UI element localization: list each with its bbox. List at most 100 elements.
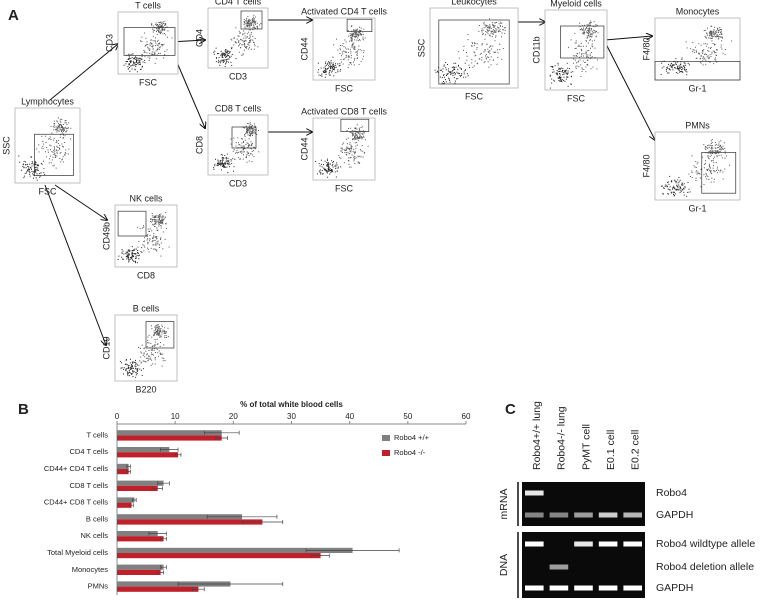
event-dot [355, 152, 356, 153]
event-dot [153, 355, 154, 356]
event-dot [588, 30, 589, 31]
event-dot [592, 56, 593, 57]
event-dot [356, 36, 357, 37]
panel-label: C [505, 401, 516, 418]
event-dot [157, 49, 158, 50]
event-dot [665, 185, 666, 186]
event-dot [355, 37, 356, 38]
event-dot [574, 33, 575, 34]
event-dot [132, 253, 133, 254]
event-dot [706, 46, 707, 47]
event-dot [67, 124, 68, 125]
event-dot [588, 33, 589, 34]
event-dot [707, 56, 708, 57]
event-dot [696, 172, 697, 173]
event-dot [159, 32, 160, 33]
event-dot [572, 71, 573, 72]
event-dot [566, 79, 567, 80]
event-dot [686, 74, 687, 75]
event-dot [578, 66, 579, 67]
event-dot [716, 162, 717, 163]
event-dot [156, 58, 157, 59]
panel-label: A [8, 7, 19, 24]
event-dot [130, 368, 131, 369]
event-dot [484, 27, 485, 28]
event-dot [445, 62, 446, 63]
event-dot [474, 45, 475, 46]
event-dot [705, 43, 706, 44]
event-dot [587, 50, 588, 51]
event-dot [35, 162, 36, 163]
event-dot [351, 38, 352, 39]
event-dot [675, 189, 676, 190]
event-dot [224, 59, 225, 60]
event-dot [335, 171, 336, 172]
event-dot [702, 51, 703, 52]
event-dot [136, 62, 137, 63]
event-dot [349, 148, 350, 149]
event-dot [710, 30, 711, 31]
event-dot [248, 21, 249, 22]
event-dot [141, 37, 142, 38]
event-dot [357, 34, 358, 35]
event-dot [39, 173, 40, 174]
category-label: CD8 T cells [70, 481, 109, 490]
event-dot [154, 224, 155, 225]
event-dot [226, 161, 227, 162]
event-dot [243, 152, 244, 153]
event-dot [444, 82, 445, 83]
event-dot [327, 64, 328, 65]
event-dot [21, 170, 22, 171]
event-dot [350, 151, 351, 152]
event-dot [555, 65, 556, 66]
event-dot [219, 163, 220, 164]
event-dot [149, 238, 150, 239]
event-dot [125, 63, 126, 64]
event-dot [248, 153, 249, 154]
event-dot [359, 30, 360, 31]
event-dot [229, 162, 230, 163]
event-dot [583, 33, 584, 34]
event-dot [358, 138, 359, 139]
event-dot [355, 139, 356, 140]
event-dot [137, 364, 138, 365]
event-dot [680, 188, 681, 189]
event-dot [153, 40, 154, 41]
event-dot [484, 25, 485, 26]
event-dot [356, 157, 357, 158]
event-dot [39, 177, 40, 178]
event-dot [444, 66, 445, 67]
bar [117, 435, 222, 440]
event-dot [140, 357, 141, 358]
event-dot [687, 47, 688, 48]
bar [117, 553, 321, 558]
event-dot [496, 64, 497, 65]
event-dot [684, 188, 685, 189]
event-dot [228, 58, 229, 59]
event-dot [247, 22, 248, 23]
event-dot [247, 128, 248, 129]
event-dot [121, 362, 122, 363]
event-dot [153, 217, 154, 218]
event-dot [329, 169, 330, 170]
event-dot [132, 366, 133, 367]
event-dot [155, 357, 156, 358]
event-dot [345, 150, 346, 151]
event-dot [580, 76, 581, 77]
event-dot [592, 43, 593, 44]
event-dot [717, 156, 718, 157]
event-dot [588, 57, 589, 58]
event-dot [63, 137, 64, 138]
event-dot [358, 46, 359, 47]
event-dot [53, 140, 54, 141]
event-dot [151, 365, 152, 366]
event-dot [479, 25, 480, 26]
event-dot [562, 74, 563, 75]
event-dot [122, 249, 123, 250]
event-dot [583, 69, 584, 70]
event-dot [353, 138, 354, 139]
event-dot [56, 131, 57, 132]
event-dot [167, 30, 168, 31]
event-dot [714, 153, 715, 154]
event-dot [160, 220, 161, 221]
